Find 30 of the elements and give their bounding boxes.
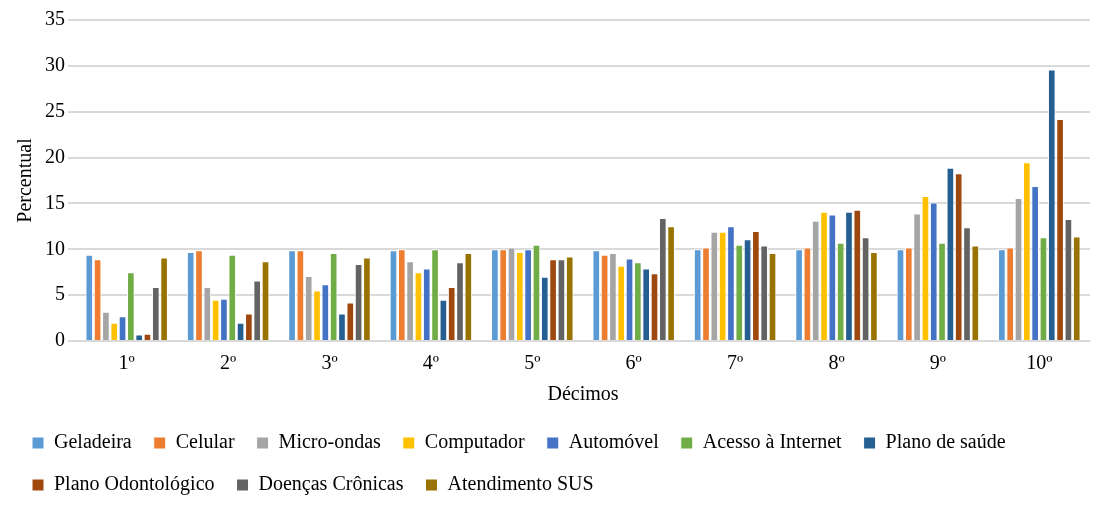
x-tick-label: 8º	[828, 351, 845, 374]
y-axis-title: Percentual	[13, 137, 36, 223]
y-tick-label: 5	[55, 282, 65, 305]
x-tick-label: 4º	[422, 351, 439, 374]
x-tick-label: 2º	[220, 351, 237, 374]
y-tick-label: 25	[45, 98, 65, 121]
y-tick-label: 15	[45, 190, 65, 213]
x-tick-label: 3º	[321, 351, 338, 374]
legend-label: Automóvel	[568, 430, 660, 453]
y-tick-label: 0	[55, 328, 65, 351]
legend-label: Celular	[175, 430, 235, 453]
y-tick-label: 35	[45, 7, 65, 30]
legend-label: Atendimento SUS	[447, 472, 594, 495]
x-tick-label: 5º	[524, 351, 541, 374]
legend-label: Doenças Crônicas	[258, 472, 404, 496]
y-tick-label: 10	[45, 236, 65, 259]
legend-label: Plano Odontológico	[54, 472, 215, 496]
x-tick-label: 1º	[118, 351, 135, 374]
y-tick-label: 20	[45, 144, 65, 167]
x-axis-title: Décimos	[547, 382, 619, 405]
x-tick-label: 7º	[727, 351, 744, 374]
x-tick-label: 6º	[625, 351, 642, 374]
x-tick-label: 9º	[929, 351, 946, 374]
x-tick-label: 10º	[1026, 351, 1053, 374]
legend-label: Micro-ondas	[278, 430, 382, 453]
legend-label: Plano de saúde	[885, 430, 1006, 453]
y-tick-label: 30	[45, 53, 65, 76]
legend-label: Computador	[424, 430, 526, 454]
legend-label: Acesso à Internet	[702, 430, 843, 453]
legend-label: Geladeira	[54, 430, 132, 453]
